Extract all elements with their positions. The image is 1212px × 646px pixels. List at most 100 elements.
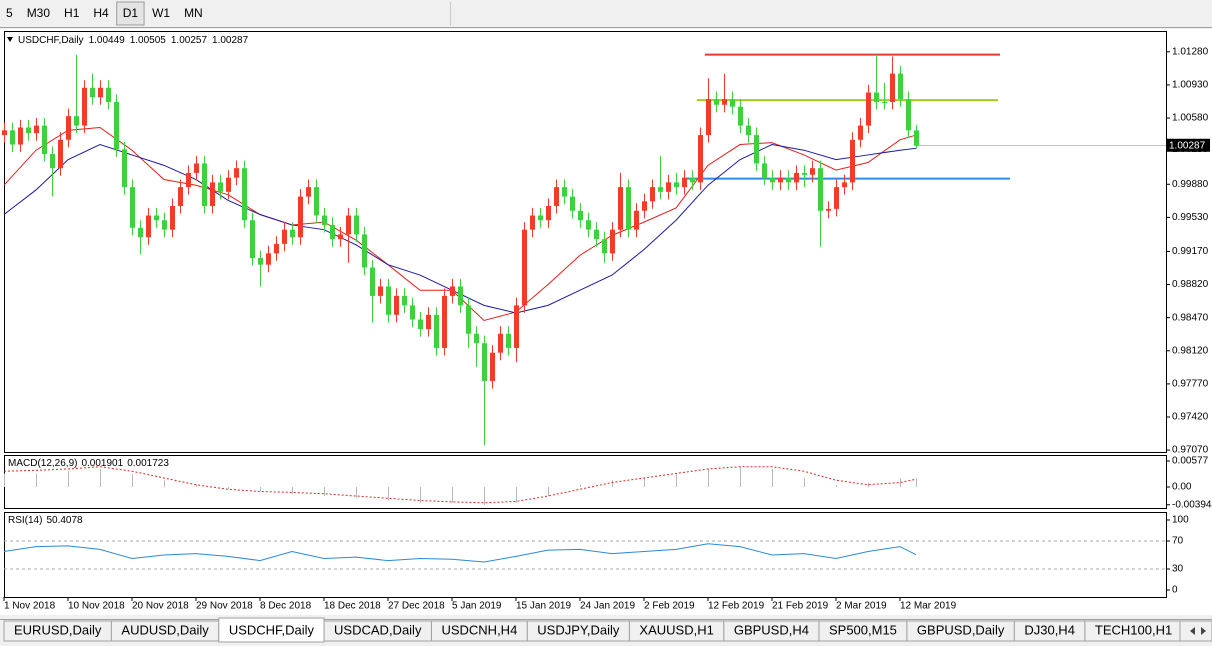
candle-body [850, 139, 855, 183]
chart-tab-label[interactable]: EURUSD,Daily [14, 622, 102, 637]
y-tick-label: 1.00930 [1172, 80, 1209, 91]
last-price-label: 1.00287 [1169, 140, 1206, 151]
chart-tab-label[interactable]: TECH100,H1 [1095, 622, 1172, 637]
chart-tab-label[interactable]: USDCAD,Daily [334, 622, 422, 637]
chart-tab-label[interactable]: GBPUSD,Daily [917, 622, 1005, 637]
timeframe-label[interactable]: W1 [152, 6, 170, 20]
y-tick-label: 100 [1172, 515, 1189, 526]
timeframe-label[interactable]: H4 [93, 6, 109, 20]
candle-body [322, 215, 327, 225]
y-tick-label: 0.98470 [1172, 312, 1209, 323]
timeframe-label[interactable]: 5 [6, 6, 13, 20]
chart-tab-label[interactable]: SP500,M15 [829, 622, 897, 637]
timeframe-button[interactable] [116, 1, 145, 26]
timeframe-button[interactable] [146, 2, 177, 25]
candle-body [834, 187, 839, 209]
candle-body [826, 208, 831, 211]
candle-body [914, 130, 919, 146]
candle-body [122, 149, 127, 188]
panel-frame [4, 512, 1167, 598]
candle-body [42, 125, 47, 154]
chart-tab-label[interactable]: XAUUSD,H1 [639, 622, 713, 637]
candle-body [346, 215, 351, 235]
candle-body [154, 215, 159, 221]
candle-body [482, 343, 487, 382]
x-tick-label: 12 Mar 2019 [900, 601, 957, 612]
tab-scroll-arrows[interactable] [1190, 627, 1206, 635]
ohlc-readout: 1.00449 [89, 35, 126, 46]
x-tick-label: 21 Feb 2019 [772, 601, 829, 612]
candle-body [34, 125, 39, 134]
chart-tab[interactable] [218, 617, 325, 643]
candle-body [642, 201, 647, 211]
timeframe-button[interactable] [58, 2, 86, 25]
candle-body [474, 333, 479, 344]
y-tick-label: 70 [1172, 536, 1184, 547]
indicator-title: RSI(14) [8, 515, 42, 526]
candle-body [730, 99, 735, 107]
candle-body [610, 229, 615, 254]
candle-body [394, 295, 399, 315]
candle-body [722, 99, 727, 105]
candle-body [50, 153, 55, 169]
candle-body [218, 182, 223, 192]
candle-body [458, 286, 463, 306]
candle-body [2, 130, 7, 136]
candle-body [410, 305, 415, 320]
indicator-header: RSI(14) 50.4078 [8, 515, 83, 526]
candle-body [90, 87, 95, 98]
rsi-line [3, 543, 917, 563]
y-tick-label: 0.99880 [1172, 179, 1209, 190]
x-tick-label: 8 Dec 2018 [260, 601, 312, 612]
candle-body [650, 187, 655, 202]
candle-body [906, 99, 911, 131]
chart-title: USDCHF,Daily [18, 35, 84, 46]
candle-body [570, 196, 575, 211]
candle-body [466, 305, 471, 334]
candle-body [514, 305, 519, 348]
candle-body [362, 234, 367, 268]
y-tick-label: 0.00577 [1172, 456, 1209, 467]
candle-body [658, 187, 663, 192]
timeframe-label[interactable]: H1 [64, 6, 80, 20]
tab-scroll[interactable] [1179, 620, 1212, 642]
y-tick-label: 0 [1172, 585, 1178, 596]
x-tick-label: 1 Nov 2018 [4, 601, 56, 612]
candle-body [522, 229, 527, 306]
candle-body [306, 187, 311, 197]
candle-body [314, 187, 319, 216]
macd-readout: 0.001901 [81, 458, 123, 469]
candle-body [554, 187, 559, 207]
indicator-title: MACD(12,26,9) [8, 458, 77, 469]
ohlc-readout: 1.00505 [130, 35, 167, 46]
timeframe-label[interactable]: MN [184, 6, 203, 20]
candle-body [130, 187, 135, 228]
candle-body [18, 127, 23, 145]
candle-body [842, 182, 847, 188]
y-tick-label: 0.98820 [1172, 279, 1209, 290]
chart-tab-label[interactable]: DJ30,H4 [1024, 622, 1075, 637]
y-tick-label: 0.99530 [1172, 212, 1209, 223]
chart-tab-label[interactable]: GBPUSD,H4 [734, 622, 809, 637]
chart-tab-label[interactable]: USDCHF,Daily [229, 622, 315, 637]
chart-tab-label[interactable]: AUDUSD,Daily [121, 622, 209, 637]
candle-body [370, 267, 375, 296]
timeframe-button[interactable] [20, 2, 57, 25]
candle-body [666, 182, 671, 192]
candle-body [618, 187, 623, 230]
x-tick-label: 10 Nov 2018 [68, 601, 125, 612]
chart-tab-label[interactable]: USDCNH,H4 [441, 622, 517, 637]
rsi-readout: 50.4078 [46, 515, 83, 526]
y-tick-label: 1.00580 [1172, 113, 1209, 124]
y-tick-label: 0.98120 [1172, 345, 1209, 356]
chart-tab-label[interactable]: USDJPY,Daily [537, 622, 620, 637]
timeframe-button[interactable] [0, 2, 19, 25]
timeframe-button[interactable] [178, 2, 209, 25]
candle-body [786, 177, 791, 183]
timeframe-label[interactable]: D1 [123, 6, 139, 20]
candle-body [498, 333, 503, 353]
candle-body [698, 135, 703, 183]
timeframe-label[interactable]: M30 [27, 6, 51, 20]
timeframe-button[interactable] [87, 2, 115, 25]
candle-body [10, 130, 15, 145]
